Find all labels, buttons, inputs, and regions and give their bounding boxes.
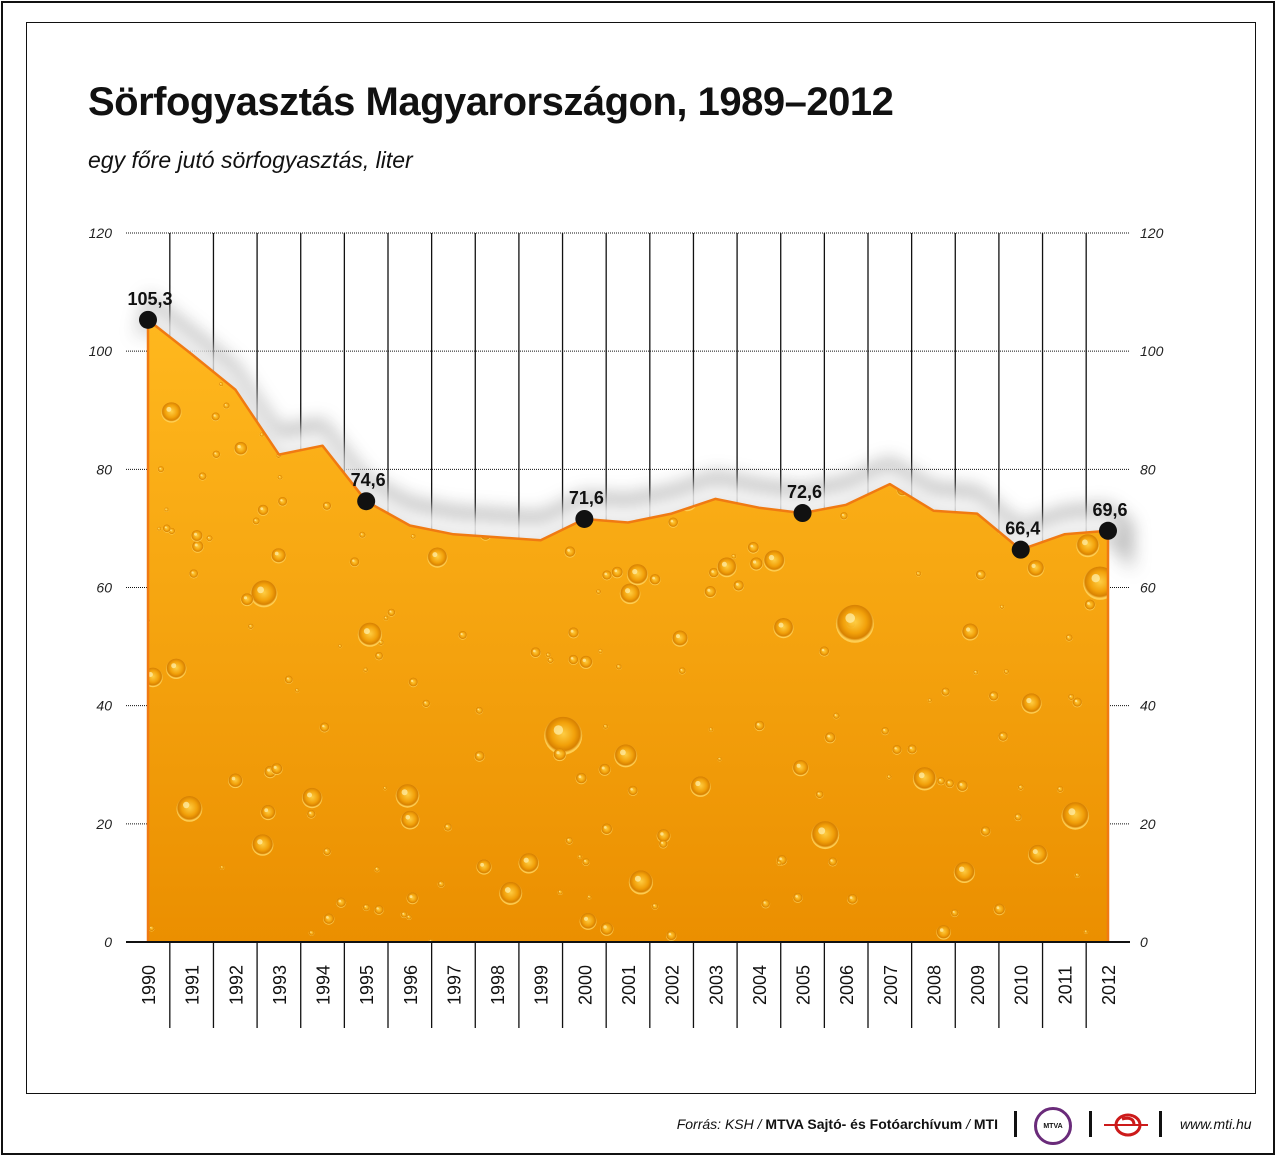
data-label-2012: 69,6 [1092, 500, 1127, 520]
x-tick-label-1997: 1997 [445, 965, 465, 1005]
y-tick-label-right: 60 [1140, 580, 1156, 596]
chart-frame [26, 22, 1256, 1094]
source-credit: Forrás: KSH / MTVA Sajtó- és Fotóarchívu… [677, 1116, 998, 1132]
x-tick-label-1993: 1993 [270, 965, 290, 1005]
x-tick-label-1991: 1991 [183, 965, 203, 1005]
y-tick-label-left: 60 [96, 580, 112, 596]
x-tick-label-2009: 2009 [968, 965, 988, 1005]
y-tick-label-right: 20 [1139, 816, 1156, 832]
footer-divider [1089, 1111, 1092, 1137]
data-point-2010 [1011, 540, 1030, 559]
x-tick-label-2001: 2001 [619, 965, 639, 1005]
y-tick-label-right: 120 [1140, 225, 1164, 241]
data-label-2000: 71,6 [569, 488, 604, 508]
data-point-1995 [357, 492, 376, 511]
x-tick-label-2006: 2006 [837, 965, 857, 1005]
y-tick-label-left: 100 [89, 343, 113, 359]
data-point-2012 [1099, 521, 1117, 540]
data-point-1990 [139, 310, 157, 329]
y-tick-label-left: 80 [96, 461, 112, 477]
mtva-logo-icon: MTVA [1034, 1107, 1072, 1145]
source-prefix: Forrás: KSH / [676, 1116, 766, 1132]
data-label-2005: 72,6 [787, 482, 822, 502]
chart-subtitle: egy főre jutó sörfogyasztás, liter [88, 147, 413, 173]
x-tick-label-1992: 1992 [226, 965, 246, 1005]
source-agency: MTI [973, 1116, 998, 1132]
x-tick-label-2008: 2008 [925, 965, 945, 1005]
series-line [146, 318, 1110, 942]
mti-logo-icon [1104, 1113, 1148, 1137]
data-label-1990: 105,3 [127, 289, 172, 309]
footer-url: www.mti.hu [1180, 1116, 1252, 1132]
data-point-2005 [793, 504, 812, 523]
chart-title: Sörfogyasztás Magyarországon, 1989–2012 [88, 80, 894, 124]
x-tick-label-1994: 1994 [314, 965, 334, 1005]
x-tick-label-2003: 2003 [706, 965, 726, 1005]
x-tick-label-1998: 1998 [488, 965, 508, 1005]
source-archive: MTVA Sajtó- és Fotóarchívum [765, 1116, 963, 1132]
x-tick-label-2010: 2010 [1012, 965, 1032, 1005]
data-label-2010: 66,4 [1005, 519, 1040, 539]
y-tick-label-right: 40 [1140, 698, 1156, 714]
x-tick-label-1995: 1995 [357, 965, 377, 1005]
data-point-2000 [575, 509, 594, 528]
footer-divider [1014, 1111, 1017, 1137]
y-tick-label-left: 0 [104, 934, 112, 950]
x-tick-label-2004: 2004 [750, 965, 770, 1005]
y-tick-label-right: 80 [1140, 461, 1156, 477]
x-tick-label-1996: 1996 [401, 965, 421, 1005]
data-label-1995: 74,6 [351, 470, 386, 490]
beer-area [148, 319, 1108, 942]
footer-divider [1159, 1111, 1162, 1137]
x-tick-label-2011: 2011 [1055, 966, 1075, 1005]
x-tick-label-2012: 2012 [1099, 965, 1119, 1005]
y-tick-label-right: 0 [1140, 934, 1148, 950]
y-tick-label-left: 120 [89, 225, 113, 241]
y-tick-label-left: 20 [95, 816, 112, 832]
y-tick-label-right: 100 [1140, 343, 1164, 359]
x-tick-label-1999: 1999 [532, 965, 552, 1005]
x-tick-label-2002: 2002 [663, 965, 683, 1005]
source-separator: / [962, 1116, 974, 1132]
x-tick-label-1990: 1990 [139, 965, 159, 1005]
x-tick-label-2007: 2007 [881, 965, 901, 1005]
y-tick-label-left: 40 [96, 698, 112, 714]
x-tick-label-2000: 2000 [575, 965, 595, 1005]
x-tick-label-2005: 2005 [794, 965, 814, 1005]
footer: Forrás: KSH / MTVA Sajtó- és Fotóarchívu… [0, 1107, 1280, 1145]
